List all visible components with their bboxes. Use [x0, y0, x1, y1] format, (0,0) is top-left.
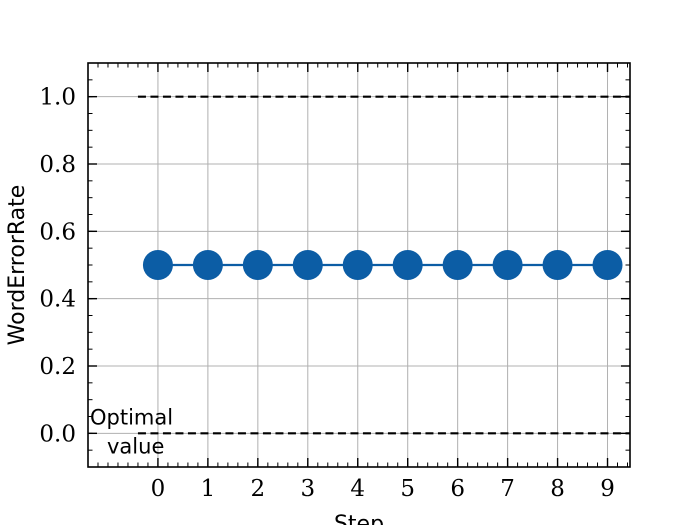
data-point: [442, 250, 473, 280]
data-point: [142, 250, 173, 280]
x-tick-label: 7: [500, 476, 515, 502]
y-tick-label: 1.0: [39, 85, 76, 111]
y-tick-label: 0.2: [39, 354, 76, 380]
x-tick-labels: 0 1 2 3 4 5 6 7 8 9: [151, 476, 615, 502]
reference-lines: [137, 95, 630, 435]
data-point: [292, 250, 323, 280]
data-point: [592, 250, 623, 280]
y-tick-label: 0.6: [39, 219, 76, 245]
x-tick-label: 3: [300, 476, 315, 502]
x-tick-label: 9: [600, 476, 615, 502]
annotation-line-1: Optimal: [90, 405, 173, 429]
annotation-line-2: value: [107, 434, 164, 458]
x-axis-title: Step: [334, 512, 384, 525]
data-point: [542, 250, 573, 280]
x-tick-label: 1: [201, 476, 216, 502]
data-point: [192, 250, 223, 280]
x-tick-label: 4: [350, 476, 365, 502]
y-tick-label: 0.0: [39, 421, 76, 447]
x-tick-label: 0: [151, 476, 166, 502]
annotation: Optimal value: [90, 405, 173, 458]
y-tick-label: 0.4: [39, 287, 76, 313]
y-tick-labels: 0.0 0.2 0.4 0.6 0.8 1.0: [39, 85, 76, 448]
data-point: [242, 250, 273, 280]
data-point: [392, 250, 423, 280]
y-tick-label: 0.8: [39, 152, 76, 178]
data-point: [492, 250, 523, 280]
data-point: [342, 250, 373, 280]
plot-frame: [87, 62, 631, 468]
data-series: [142, 250, 623, 280]
x-tick-label: 5: [400, 476, 415, 502]
y-axis-title: WordErrorRate: [5, 185, 30, 346]
x-tick-label: 6: [450, 476, 465, 502]
x-tick-label: 8: [550, 476, 565, 502]
x-tick-label: 2: [251, 476, 266, 502]
